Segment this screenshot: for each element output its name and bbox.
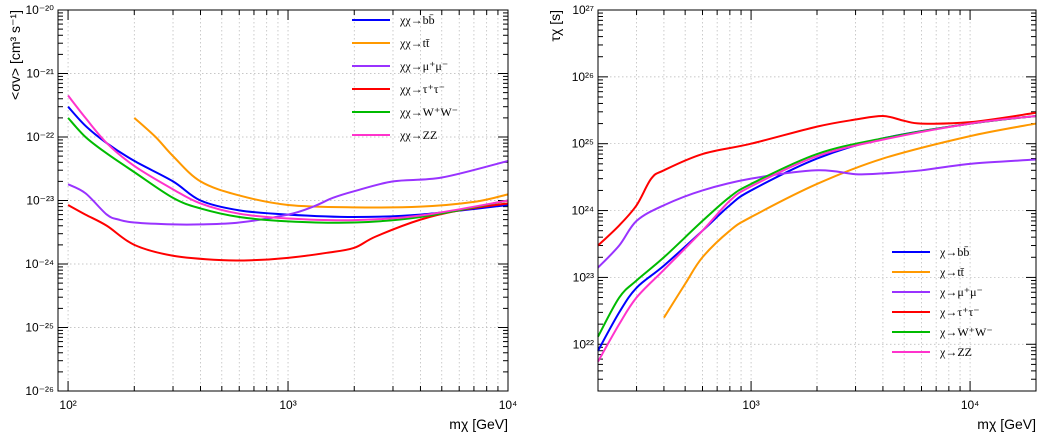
- series-line-4: [67, 117, 509, 224]
- y-tick-label: 10²⁶: [572, 70, 594, 84]
- plot-frame: [597, 9, 1037, 392]
- y-tick-label: 10²⁷: [572, 3, 594, 17]
- y-tick-label: 10²⁴: [572, 204, 595, 218]
- y-tick-label: 10²⁵: [572, 137, 594, 151]
- legend-label: χ→τ⁺τ⁻: [939, 305, 980, 319]
- y-tick-label: 10²²: [573, 337, 594, 351]
- plot-frame: [57, 9, 509, 392]
- series-line-2: [597, 158, 1037, 269]
- series-line-3: [597, 111, 1037, 247]
- x-axis-label: mχ [GeV]: [449, 416, 508, 432]
- x-axis-label: mχ [GeV]: [977, 416, 1036, 432]
- legend-label: χχ→tt̄: [399, 36, 430, 50]
- y-axis-label: <σv> [cm³ s⁻¹]: [7, 10, 23, 100]
- y-tick-label: 10⁻²⁶: [25, 384, 54, 398]
- y-axis-label: τχ [s]: [547, 10, 563, 42]
- y-tick-label: 10⁻²³: [26, 194, 54, 208]
- series-line-5: [67, 94, 509, 222]
- y-tick-label: 10²³: [573, 270, 594, 284]
- legend-label: χχ→μ⁺μ⁻: [399, 59, 448, 73]
- series-lines: [597, 111, 1037, 363]
- series-line-0: [67, 106, 509, 218]
- y-tick-label: 10⁻²⁵: [25, 321, 54, 335]
- legend-label: χχ→bb̄: [399, 13, 435, 27]
- series-line-5: [597, 114, 1037, 363]
- legend-label: χ→W⁺W⁻: [939, 325, 993, 339]
- right-panel-lifetime: 10³ 10⁴ 10²² 10²³ 10²⁴ 10²⁵ 10²⁶ 10²⁷ χ→bb̄ χ→tt̄…: [547, 3, 1037, 432]
- y-tick-label: 10⁻²¹: [26, 67, 54, 81]
- series-lines: [67, 94, 509, 262]
- left-panel-cross-section: 10² 10³ 10⁴ 10⁻²⁶ 10⁻²⁵ 10⁻²⁴ 10⁻²³ 10⁻²² 10⁻²¹ 1…: [7, 3, 517, 432]
- y-tick-label: 10⁻²²: [26, 130, 54, 144]
- series-line-1: [133, 117, 509, 209]
- x-tick-label: 10²: [59, 398, 76, 412]
- legend-label: χχ→τ⁺τ⁻: [399, 82, 445, 96]
- legend: χχ→bb̄ χχ→tt̄ χχ→μ⁺μ⁻ χχ→τ⁺τ⁻ χχ→W⁺W⁻ χχ→ZZ: [352, 13, 458, 142]
- legend-label: χ→tt̄: [939, 265, 965, 279]
- x-tick-label: 10⁴: [961, 398, 980, 412]
- legend-label: χ→bb̄: [939, 245, 969, 259]
- series-line-2: [67, 159, 509, 226]
- x-tick-label: 10³: [742, 398, 759, 412]
- y-tick-label: 10⁻²⁴: [25, 257, 54, 271]
- x-tick-label: 10³: [279, 398, 296, 412]
- tick-labels: 10² 10³ 10⁴ 10⁻²⁶ 10⁻²⁵ 10⁻²⁴ 10⁻²³ 10⁻²² 10⁻²¹ 1…: [25, 3, 517, 412]
- legend-label: χχ→W⁺W⁻: [399, 105, 458, 119]
- x-tick-label: 10⁴: [499, 398, 518, 412]
- series-line-3: [67, 202, 509, 262]
- tick-labels: 10³ 10⁴ 10²² 10²³ 10²⁴ 10²⁵ 10²⁶ 10²⁷: [572, 3, 980, 412]
- legend-label: χ→μ⁺μ⁻: [939, 285, 983, 299]
- y-tick-label: 10⁻²⁰: [26, 3, 55, 17]
- series-line-1: [663, 122, 1037, 319]
- legend-label: χ→ZZ: [939, 345, 972, 359]
- legend: χ→bb̄ χ→tt̄ χ→μ⁺μ⁻ χ→τ⁺τ⁻ χ→W⁺W⁻ χ→ZZ: [892, 245, 993, 359]
- legend-label: χχ→ZZ: [399, 128, 437, 142]
